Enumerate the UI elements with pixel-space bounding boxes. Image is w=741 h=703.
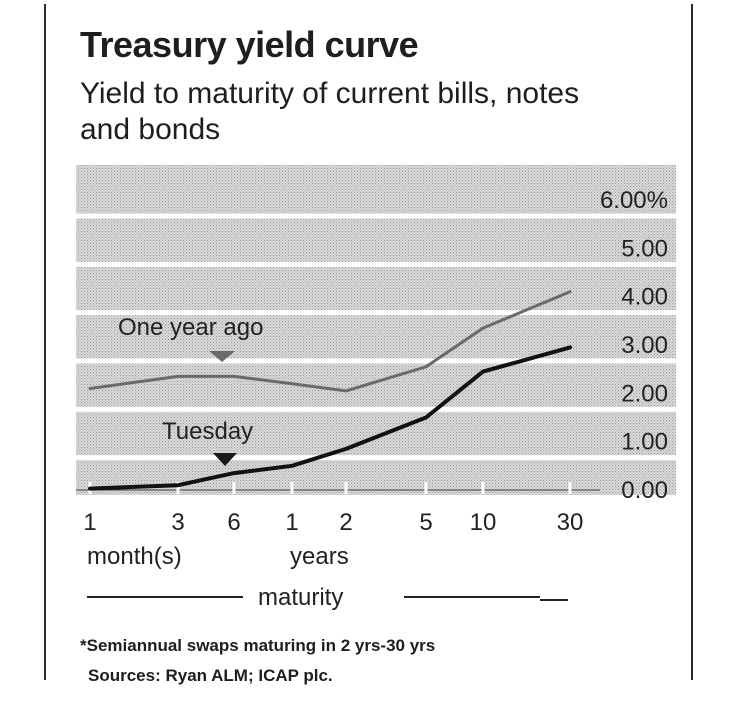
sources-note: Sources: Ryan ALM; ICAP plc. [88, 666, 333, 685]
x-tick-label: 5 [419, 509, 432, 536]
x-group-label-years: years [290, 543, 349, 570]
x-tick-label: 30 [557, 509, 584, 536]
legend-label-tuesday: Tuesday [162, 418, 253, 445]
y-tick-label: 4.00 [621, 284, 668, 311]
one-year-ago-arrow-marker [209, 351, 235, 362]
y-tick-label: 5.00 [621, 235, 668, 262]
legend-label-one-year-ago: One year ago [118, 314, 263, 341]
x-tick-label: 6 [227, 509, 240, 536]
footnote: *Semiannual swaps maturing in 2 yrs-30 y… [80, 636, 436, 655]
x-group-label-months: month(s) [87, 543, 182, 570]
y-tick-label: 3.00 [621, 332, 668, 359]
x-tick-label: 1 [83, 509, 96, 536]
y-tick-label: 6.00% [600, 187, 668, 214]
series-line-tuesday [88, 345, 572, 491]
y-tick-label: 0.00 [621, 477, 668, 504]
y-tick-label: 1.00 [621, 429, 668, 456]
x-tick-label: 1 [285, 509, 298, 536]
y-tick-label: 2.00 [621, 380, 668, 407]
x-tick-label: 10 [470, 509, 497, 536]
x-tick-label: 2 [339, 509, 352, 536]
series-line-one-year-ago [88, 290, 572, 393]
grid-lines [76, 213, 676, 491]
chart-subtitle: Yield to maturity of current bills, note… [80, 77, 580, 146]
chart-title: Treasury yield curve [80, 24, 419, 65]
plot-background [76, 165, 676, 495]
x-tick-label: 3 [171, 509, 184, 536]
chart-frame [44, 4, 693, 680]
x-axis-title: maturity [258, 584, 343, 611]
tuesday-arrow-marker [213, 453, 237, 466]
